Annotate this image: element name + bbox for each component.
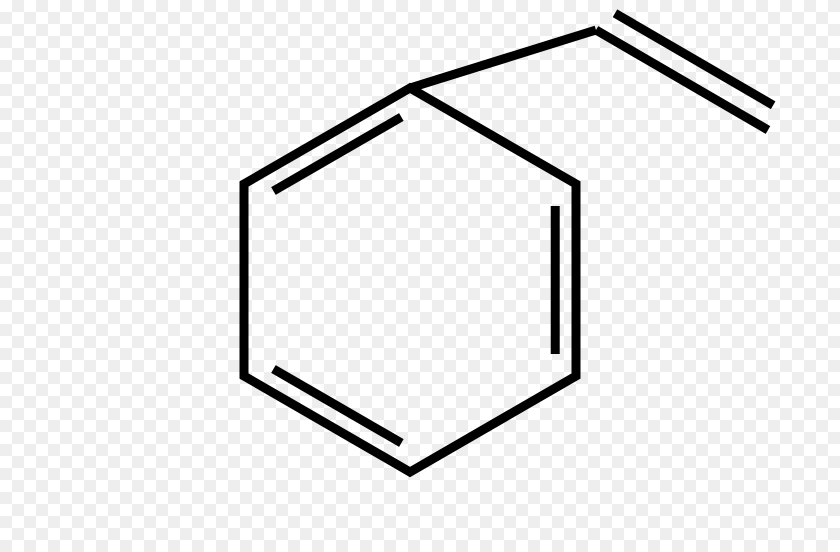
vinyl-double-bond-a: [596, 30, 768, 130]
benzene-ring: [244, 88, 576, 472]
vinyl-substituent: [410, 13, 773, 130]
vinyl-single-bond: [410, 30, 596, 88]
styrene-molecule-diagram: [0, 0, 840, 552]
ring-outer: [244, 88, 576, 472]
